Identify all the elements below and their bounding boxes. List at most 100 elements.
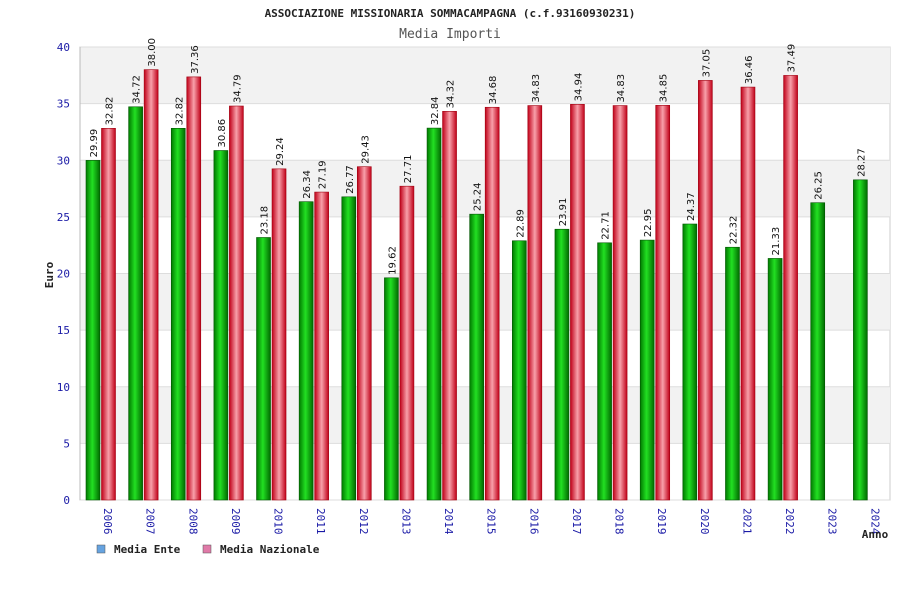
bar	[143, 69, 159, 501]
bar	[170, 128, 186, 501]
bar	[512, 240, 527, 501]
bar	[597, 242, 612, 501]
x-tick-label: 2020	[698, 508, 711, 535]
data-label: 34.68	[488, 76, 499, 105]
legend-swatch-media-ente	[96, 544, 106, 554]
data-label: 32.84	[430, 96, 441, 125]
bar	[740, 86, 756, 501]
chart-subtitle: Media Importi	[399, 27, 501, 42]
data-label: 37.05	[701, 49, 712, 78]
data-label: 22.89	[515, 209, 526, 238]
x-tick-label: 2023	[826, 508, 839, 535]
chart-title: ASSOCIAZIONE MISSIONARIA SOMMACAMPAGNA (…	[265, 7, 636, 20]
y-tick-label: 5	[63, 437, 70, 450]
x-axis-label: Anno	[862, 528, 889, 541]
x-tick-label: 2018	[613, 508, 626, 535]
bar	[527, 105, 543, 501]
data-label: 37.49	[787, 44, 798, 73]
data-label: 22.71	[601, 211, 612, 240]
bar	[314, 191, 329, 501]
grid-band	[80, 47, 890, 104]
data-label: 26.25	[814, 171, 825, 200]
bar	[469, 213, 484, 501]
legend-swatch-media-nazionale	[202, 544, 212, 554]
y-tick-label: 20	[57, 268, 70, 281]
y-tick-label: 25	[57, 211, 70, 224]
bar	[384, 277, 399, 501]
data-label: 22.32	[728, 216, 739, 245]
data-label: 34.72	[132, 75, 143, 104]
x-tick-label: 2015	[485, 508, 498, 535]
data-label: 29.99	[89, 129, 100, 158]
bar	[783, 75, 798, 501]
bar	[256, 237, 271, 501]
bar	[101, 128, 116, 501]
x-tick-label: 2010	[272, 508, 285, 535]
data-label: 29.24	[275, 137, 286, 166]
y-axis: 0 5 10 15 20 25 30 35 40	[57, 41, 81, 507]
bar	[810, 202, 826, 501]
legend: Media Ente Media Nazionale	[96, 543, 320, 556]
bar	[698, 80, 713, 501]
data-label: 36.46	[744, 55, 755, 84]
x-tick-label: 2008	[186, 508, 199, 535]
y-tick-label: 30	[57, 154, 70, 167]
bar	[655, 105, 671, 501]
data-label: 28.27	[856, 148, 867, 177]
data-label: 21.33	[771, 227, 782, 256]
data-label: 22.95	[643, 208, 654, 237]
bar	[213, 150, 229, 501]
y-tick-label: 0	[63, 494, 70, 507]
bar	[725, 246, 740, 501]
bar	[853, 179, 868, 501]
data-label: 34.83	[531, 74, 542, 103]
data-label: 34.79	[232, 74, 243, 103]
bar	[442, 111, 457, 501]
data-label: 26.34	[302, 170, 313, 199]
data-label: 37.36	[190, 45, 201, 74]
bar	[356, 166, 372, 501]
x-tick-label: 2019	[655, 508, 668, 535]
data-label: 32.82	[105, 97, 116, 126]
bar	[271, 168, 287, 501]
bars-group: 29.99 34.72 32.82 30.86 23.18 26.34 26.77 19.62…	[85, 38, 868, 501]
x-tick-label: 2007	[144, 508, 157, 535]
data-label: 29.43	[360, 135, 371, 164]
data-label: 34.94	[573, 73, 584, 102]
data-label: 27.19	[318, 160, 329, 189]
data-label: 27.71	[403, 155, 414, 184]
bar	[85, 160, 101, 501]
x-tick-label: 2006	[101, 508, 114, 535]
data-label: 38.00	[147, 38, 158, 67]
bar	[186, 76, 202, 501]
x-tick-label: 2012	[357, 508, 370, 535]
data-label: 23.18	[260, 206, 271, 235]
data-label: 34.32	[446, 80, 457, 109]
y-tick-label: 15	[57, 324, 70, 337]
bar	[612, 105, 628, 501]
data-label: 34.83	[616, 74, 627, 103]
data-label: 25.24	[473, 183, 484, 212]
y-tick-label: 10	[57, 381, 70, 394]
x-tick-label: 2011	[314, 508, 327, 535]
x-tick-label: 2009	[229, 508, 242, 535]
x-tick-label: 2013	[399, 508, 412, 535]
bar	[229, 105, 244, 501]
data-label: 32.82	[174, 97, 185, 126]
bar	[767, 258, 783, 501]
x-tick-label: 2014	[442, 508, 455, 535]
bar	[298, 201, 314, 501]
bar	[554, 228, 570, 501]
data-label: 24.37	[686, 192, 697, 221]
legend-label-media-nazionale: Media Nazionale	[220, 543, 320, 556]
bar	[570, 104, 585, 501]
y-axis-label: Euro	[43, 261, 56, 288]
bar	[639, 239, 655, 501]
data-label: 23.91	[558, 198, 569, 227]
data-label: 30.86	[217, 119, 228, 148]
x-tick-label: 2024	[868, 508, 881, 535]
x-tick-label: 2017	[570, 508, 583, 535]
bar	[682, 223, 698, 501]
y-tick-label: 35	[57, 98, 70, 111]
